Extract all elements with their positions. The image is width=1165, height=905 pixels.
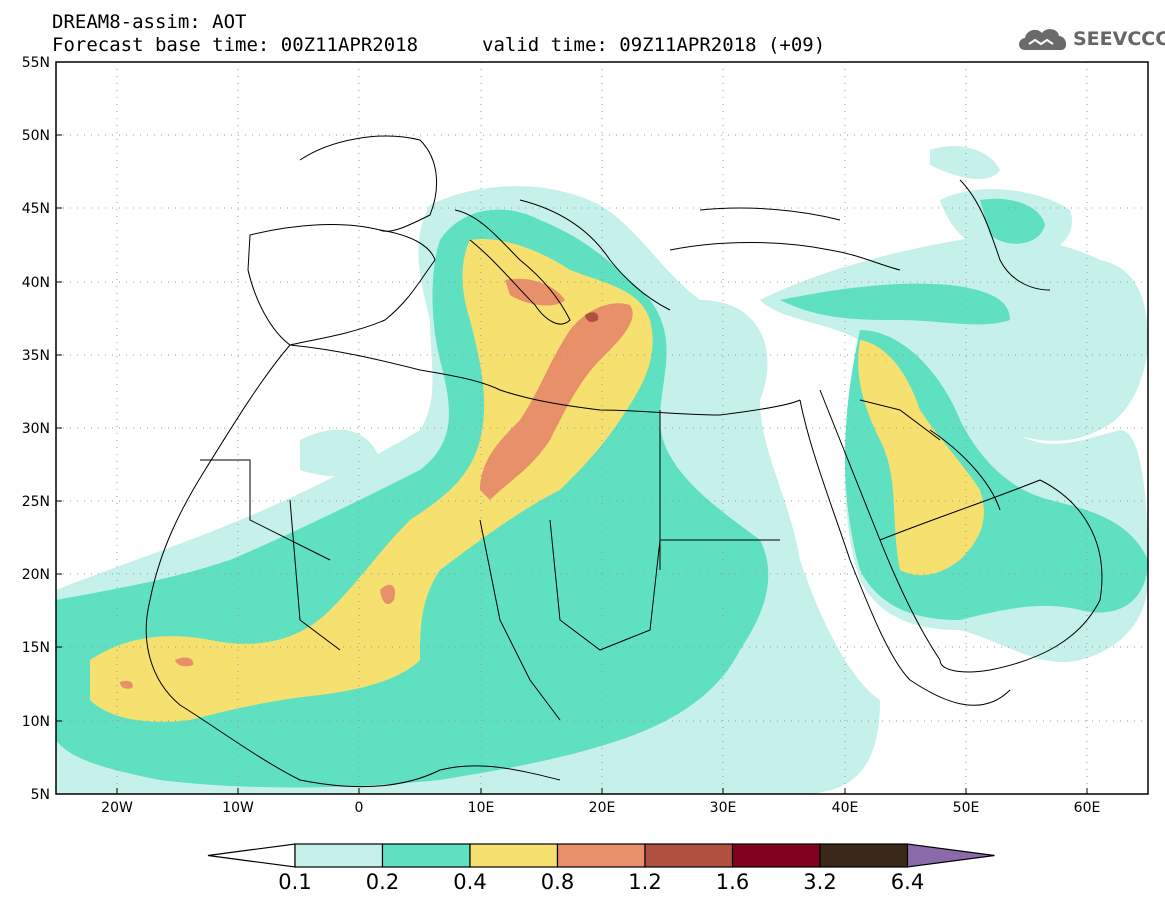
cloud-logo-icon [1019,29,1067,50]
graticule [56,62,1148,794]
lat-label: 15N [22,640,50,656]
lon-label: 50E [953,800,980,816]
colorbar-label: 0.8 [540,870,575,894]
colorbar-label: 0.2 [365,870,400,894]
aot-contour-0.4 [90,239,984,722]
colorbar-box [731,843,821,868]
logo-text: SEEVCCC [1073,28,1165,50]
tick-marks [56,61,1088,795]
valid-time: valid time: 09Z11APR2018 (+09) [482,34,826,56]
lat-labels: 55N 50N 45N 40N 35N 30N 25N 20N 15N 10N … [22,55,50,803]
seevccc-logo: SEEVCCC [1015,22,1165,60]
colorbar-label: 1.6 [715,870,750,894]
colorbar-label: 6.4 [890,870,925,894]
colorbar [207,843,995,868]
lon-label: 0 [355,800,364,816]
colorbar-box [294,843,384,868]
lat-label: 35N [22,348,50,364]
lat-label: 30N [22,421,50,437]
lon-label: 40E [832,800,859,816]
colorbar-label: 0.4 [453,870,487,894]
colorbar-label: 3.2 [803,870,837,894]
lon-label: 20E [589,800,616,816]
colorbar-label: 0.1 [278,870,312,894]
lat-label: 40N [22,275,50,291]
lat-label: 50N [22,128,50,144]
forecast-base-time: Forecast base time: 00Z11APR2018 [52,34,419,56]
lat-label: 20N [22,567,50,583]
lat-label: 55N [22,55,50,71]
lon-label: 60E [1074,800,1101,816]
aot-field [56,146,1148,794]
colorbar-box [819,843,909,868]
colorbar-box [644,843,734,868]
colorbar-box [381,843,471,868]
lat-label: 25N [22,494,50,510]
lon-label: 20W [101,800,133,816]
colorbar-box [556,843,646,868]
colorbar-box [469,843,559,868]
map-title: DREAM8-assim: AOT [52,11,247,33]
lon-label: 10W [222,800,254,816]
aot-contour-0.8 [120,278,633,689]
colorbar-under-triangle [207,843,296,868]
colorbar-label: 1.2 [628,870,662,894]
coastlines [145,135,1103,788]
aot-contour-1.2 [585,312,599,323]
lat-label: 5N [31,787,50,803]
lat-label: 10N [22,714,50,730]
lon-label: 30E [710,800,737,816]
lon-label: 10E [468,800,495,816]
lat-label: 45N [22,201,50,217]
colorbar-over-triangle [906,843,995,868]
lon-labels: 20W 10W 0 10E 20E 30E 40E 50E 60E [101,800,1100,816]
